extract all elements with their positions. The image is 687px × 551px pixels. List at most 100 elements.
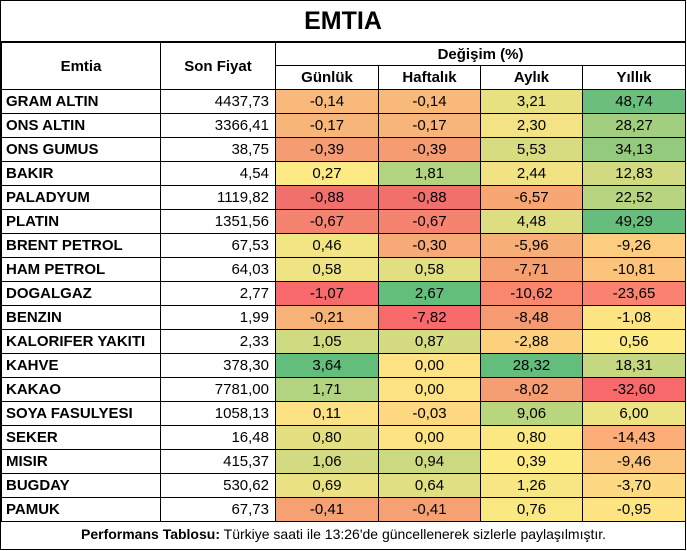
table-row: HAM PETROL 64,03 0,58 0,58 -7,71 -10,81: [1, 257, 687, 282]
commodity-name-cell: PAMUK: [1, 497, 161, 522]
daily-change-cell: -1,07: [275, 281, 379, 306]
weekly-change-cell: -0,17: [378, 113, 481, 138]
commodity-name-cell: PALADYUM: [1, 185, 161, 210]
header-last-price: Son Fiyat: [160, 42, 276, 90]
weekly-change-cell: -0,39: [378, 137, 481, 162]
daily-change-cell: -0,14: [275, 89, 379, 114]
monthly-change-cell: -5,96: [480, 233, 583, 258]
commodity-name-cell: PLATIN: [1, 209, 161, 234]
footer-text: Türkiye saati ile 13:26'de güncellenerek…: [220, 525, 607, 542]
daily-change-cell: 3,64: [275, 353, 379, 378]
last-price-cell: 2,77: [160, 281, 276, 306]
last-price-cell: 378,30: [160, 353, 276, 378]
commodity-name-cell: GRAM ALTIN: [1, 89, 161, 114]
table-row: BUGDAY 530,62 0,69 0,64 1,26 -3,70: [1, 473, 687, 498]
daily-change-cell: -0,39: [275, 137, 379, 162]
weekly-change-cell: 0,58: [378, 257, 481, 282]
table-row: KAKAO 7781,00 1,71 0,00 -8,02 -32,60: [1, 377, 687, 402]
monthly-change-cell: 28,32: [480, 353, 583, 378]
commodity-name-cell: KAHVE: [1, 353, 161, 378]
monthly-change-cell: -2,88: [480, 329, 583, 354]
last-price-cell: 1,99: [160, 305, 276, 330]
last-price-cell: 4437,73: [160, 89, 276, 114]
header-change-group: Değişim (%): [274, 42, 687, 66]
commodity-name-cell: KALORIFER YAKITI: [1, 329, 161, 354]
monthly-change-cell: 0,76: [480, 497, 583, 522]
header-monthly: Aylık: [480, 65, 583, 90]
table-row: MISIR 415,37 1,06 0,94 0,39 -9,46: [1, 449, 687, 474]
table-row: BENZIN 1,99 -0,21 -7,82 -8,48 -1,08: [1, 305, 687, 330]
weekly-change-cell: 0,00: [378, 353, 481, 378]
last-price-cell: 7781,00: [160, 377, 276, 402]
yearly-change-cell: 34,13: [581, 137, 687, 162]
weekly-change-cell: 0,00: [378, 425, 481, 450]
daily-change-cell: 0,80: [275, 425, 379, 450]
yearly-change-cell: -14,43: [581, 425, 687, 450]
commodity-name-cell: BAKIR: [1, 161, 161, 186]
weekly-change-cell: -7,82: [378, 305, 481, 330]
weekly-change-cell: 2,67: [378, 281, 481, 306]
table-row: SOYA FASULYESI 1058,13 0,11 -0,03 9,06 6,00: [1, 401, 687, 426]
yearly-change-cell: 18,31: [581, 353, 687, 378]
daily-change-cell: -0,17: [275, 113, 379, 138]
daily-change-cell: 0,46: [275, 233, 379, 258]
last-price-cell: 530,62: [160, 473, 276, 498]
yearly-change-cell: -3,70: [581, 473, 687, 498]
monthly-change-cell: 0,39: [480, 449, 583, 474]
weekly-change-cell: 1,81: [378, 161, 481, 186]
last-price-cell: 1351,56: [160, 209, 276, 234]
monthly-change-cell: 4,48: [480, 209, 583, 234]
commodity-name-cell: DOGALGAZ: [1, 281, 161, 306]
commodity-name-cell: SEKER: [1, 425, 161, 450]
last-price-cell: 1119,82: [160, 185, 276, 210]
monthly-change-cell: -10,62: [480, 281, 583, 306]
daily-change-cell: 0,27: [275, 161, 379, 186]
last-price-cell: 67,73: [160, 497, 276, 522]
daily-change-cell: 0,11: [275, 401, 379, 426]
last-price-cell: 67,53: [160, 233, 276, 258]
daily-change-cell: 0,58: [275, 257, 379, 282]
weekly-change-cell: -0,14: [378, 89, 481, 114]
commodity-table: Emtia Son Fiyat Değişim (%) Günlük Hafta…: [1, 42, 687, 546]
commodity-name-cell: ONS ALTIN: [1, 113, 161, 138]
yearly-change-cell: 0,56: [581, 329, 687, 354]
commodity-name-cell: ONS GUMUS: [1, 137, 161, 162]
last-price-cell: 3366,41: [160, 113, 276, 138]
header-daily: Günlük: [275, 65, 379, 90]
header-weekly: Haftalık: [378, 65, 481, 90]
footer-note: Performans Tablosu: Türkiye saati ile 13…: [1, 521, 686, 546]
commodity-name-cell: KAKAO: [1, 377, 161, 402]
commodity-name-cell: BRENT PETROL: [1, 233, 161, 258]
table-row: ONS ALTIN 3366,41 -0,17 -0,17 2,30 28,27: [1, 113, 687, 138]
table-row: BAKIR 4,54 0,27 1,81 2,44 12,83: [1, 161, 687, 186]
footer-row: Performans Tablosu: Türkiye saati ile 13…: [1, 521, 686, 546]
table-row: PALADYUM 1119,82 -0,88 -0,88 -6,57 22,52: [1, 185, 687, 210]
daily-change-cell: -0,41: [275, 497, 379, 522]
table-row: GRAM ALTIN 4437,73 -0,14 -0,14 3,21 48,74: [1, 89, 687, 114]
monthly-change-cell: -8,48: [480, 305, 583, 330]
last-price-cell: 38,75: [160, 137, 276, 162]
yearly-change-cell: 22,52: [581, 185, 687, 210]
table-row: PLATIN 1351,56 -0,67 -0,67 4,48 49,29: [1, 209, 687, 234]
monthly-change-cell: 3,21: [480, 89, 583, 114]
daily-change-cell: 0,69: [275, 473, 379, 498]
commodity-name-cell: HAM PETROL: [1, 257, 161, 282]
weekly-change-cell: -0,30: [378, 233, 481, 258]
yearly-change-cell: 6,00: [581, 401, 687, 426]
daily-change-cell: 1,05: [275, 329, 379, 354]
table-row: KAHVE 378,30 3,64 0,00 28,32 18,31: [1, 353, 687, 378]
table-row: PAMUK 67,73 -0,41 -0,41 0,76 -0,95: [1, 497, 687, 522]
monthly-change-cell: 1,26: [480, 473, 583, 498]
weekly-change-cell: 0,87: [378, 329, 481, 354]
last-price-cell: 415,37: [160, 449, 276, 474]
last-price-cell: 1058,13: [160, 401, 276, 426]
daily-change-cell: -0,88: [275, 185, 379, 210]
yearly-change-cell: 28,27: [581, 113, 687, 138]
last-price-cell: 2,33: [160, 329, 276, 354]
last-price-cell: 4,54: [160, 161, 276, 186]
table-row: BRENT PETROL 67,53 0,46 -0,30 -5,96 -9,26: [1, 233, 687, 258]
weekly-change-cell: -0,03: [378, 401, 481, 426]
yearly-change-cell: -32,60: [581, 377, 687, 402]
sheet-title: EMTIA: [1, 1, 685, 42]
monthly-change-cell: 2,44: [480, 161, 583, 186]
